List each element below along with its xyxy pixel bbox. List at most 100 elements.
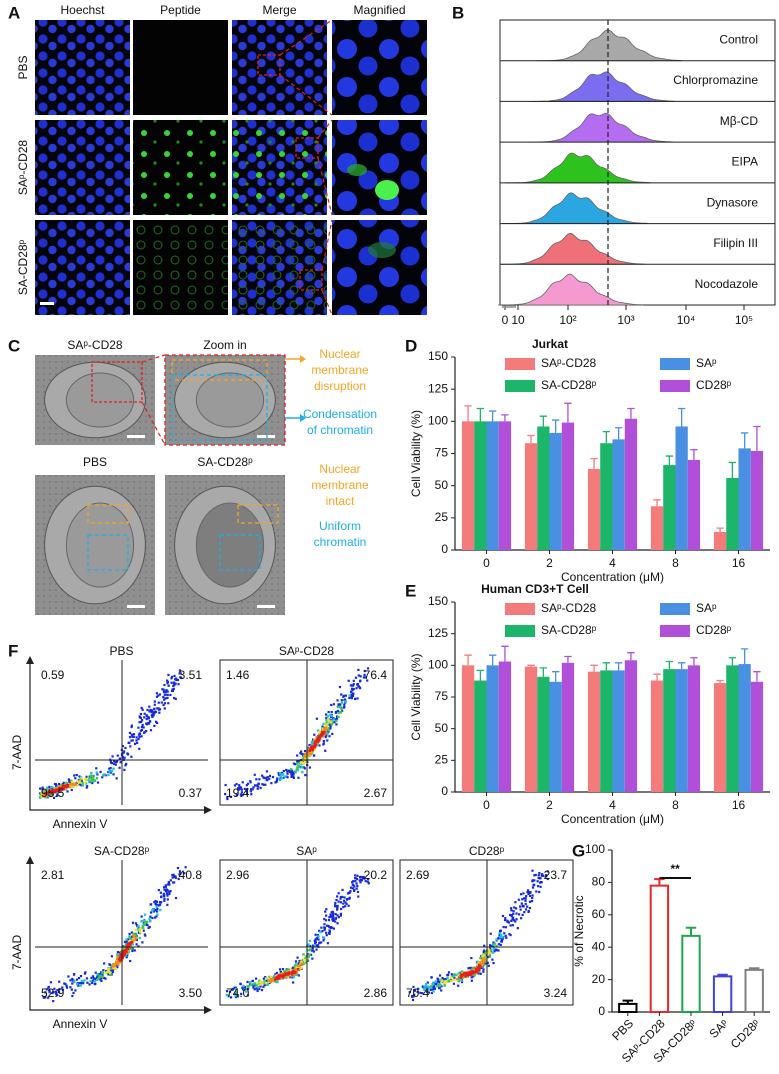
event-dot	[535, 890, 538, 893]
event-dot	[128, 731, 132, 734]
density-dot	[116, 959, 120, 962]
event-dot	[140, 720, 143, 723]
density-dot	[273, 975, 276, 979]
x-tick-label: SAᵖ	[707, 1016, 732, 1041]
event-dot	[243, 985, 246, 989]
event-dot	[164, 697, 167, 700]
bar	[618, 1002, 638, 1014]
event-dot	[329, 926, 332, 930]
density-dot	[280, 776, 284, 780]
event-dot	[128, 932, 131, 936]
event-dot	[511, 917, 514, 921]
event-dot	[163, 690, 166, 693]
event-dot	[145, 722, 148, 725]
density-dot	[295, 962, 298, 966]
event-dot	[503, 932, 506, 935]
event-dot	[103, 962, 106, 965]
event-dot	[170, 681, 173, 684]
density-dot	[107, 970, 111, 974]
event-dot	[291, 769, 294, 772]
event-dot	[440, 989, 443, 992]
event-dot	[125, 956, 128, 959]
event-dot	[165, 892, 169, 895]
event-dot	[278, 968, 282, 971]
event-dot	[351, 883, 354, 886]
event-dot	[39, 787, 42, 790]
event-dot	[364, 879, 367, 883]
event-dot	[71, 977, 74, 981]
event-dot	[128, 741, 131, 744]
quadrant-value: 52.9	[41, 986, 65, 1000]
event-dot	[537, 874, 540, 877]
event-dot	[109, 759, 112, 762]
event-dot	[163, 702, 167, 705]
error-bar	[614, 662, 623, 671]
event-dot	[167, 702, 170, 705]
event-dot	[163, 897, 166, 900]
density-dot	[276, 976, 280, 979]
event-dot	[174, 682, 177, 685]
density-dot	[134, 933, 137, 936]
event-dot	[118, 758, 121, 761]
event-dot	[352, 684, 355, 687]
event-dot	[250, 788, 253, 791]
event-dot	[68, 780, 71, 783]
density-dot	[490, 948, 493, 952]
event-dot	[288, 770, 292, 774]
event-dot	[327, 710, 330, 714]
event-dot	[521, 898, 524, 901]
y-tick-label: 25	[435, 753, 449, 767]
event-dot	[86, 981, 89, 984]
event-dot	[502, 925, 505, 929]
scale-bar	[257, 435, 275, 438]
event-dot	[275, 971, 278, 975]
density-dot	[304, 760, 307, 764]
event-dot	[359, 679, 362, 682]
event-dot	[226, 796, 229, 799]
event-dot	[142, 921, 145, 924]
density-dot	[493, 942, 496, 945]
zoom-line	[141, 401, 166, 446]
density-dot	[119, 955, 123, 958]
density-dot	[443, 981, 446, 985]
event-dot	[356, 874, 359, 877]
density-dot	[116, 957, 119, 961]
density-dot	[487, 948, 490, 951]
density-dot	[303, 958, 306, 962]
event-dot	[317, 938, 320, 941]
event-dot	[80, 784, 83, 787]
event-dot	[247, 987, 250, 991]
event-dot	[336, 709, 339, 713]
event-dot	[336, 908, 339, 911]
event-dot	[537, 876, 540, 880]
event-dot	[343, 703, 346, 706]
density-dot	[321, 735, 324, 738]
event-dot	[145, 730, 148, 733]
density-dot	[113, 964, 117, 968]
event-dot	[153, 916, 157, 919]
event-dot	[118, 766, 121, 769]
event-dot	[498, 934, 501, 937]
quadrant-value: 3.51	[179, 668, 203, 682]
event-dot	[252, 786, 255, 789]
density-dot	[91, 775, 94, 778]
density-dot	[100, 971, 104, 974]
event-dot	[114, 763, 117, 766]
event-dot	[347, 904, 350, 907]
event-dot	[160, 895, 163, 898]
legend-swatch	[505, 625, 535, 637]
density-dot	[300, 962, 304, 965]
density-dot	[311, 740, 314, 744]
event-dot	[512, 916, 515, 919]
event-dot	[529, 891, 532, 894]
event-dot	[258, 987, 261, 991]
event-dot	[108, 963, 111, 966]
density-dot	[81, 781, 84, 785]
event-dot	[155, 692, 159, 695]
density-dot	[159, 908, 162, 912]
density-dot	[268, 975, 271, 979]
plot-title: SAᵖ-CD28	[279, 644, 335, 658]
event-dot	[315, 937, 318, 941]
density-dot	[327, 729, 331, 732]
bar	[687, 665, 701, 792]
